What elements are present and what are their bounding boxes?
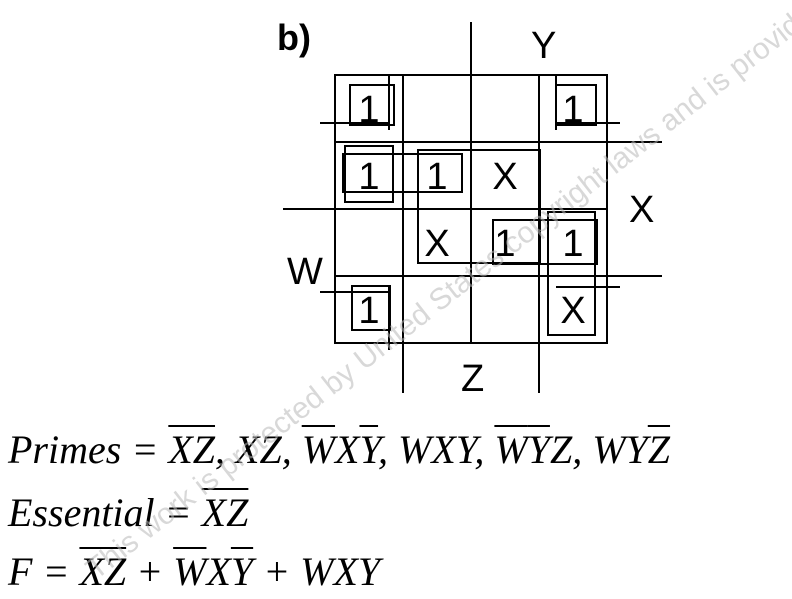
- prime-term-6-wy: WY: [592, 427, 648, 472]
- function-plus-2: +: [253, 549, 301, 594]
- variable-z-label: Z: [461, 358, 484, 400]
- function-plus-1: +: [126, 549, 174, 594]
- prime-term-5-w: W: [494, 427, 528, 472]
- function-term-2-w: W: [173, 549, 207, 594]
- function-term-2-y: Y: [230, 549, 254, 594]
- loop-left-column: [344, 145, 394, 203]
- loop-middle-quad: [417, 149, 541, 264]
- primes-equation: Primes = XZ, XZ, WXY, WXY, WYZ, WYZ: [8, 430, 670, 470]
- essential-term-1: XZ: [201, 490, 249, 535]
- cell-r1c1: 1: [358, 89, 379, 131]
- cell-r3c4: 1: [562, 223, 583, 265]
- part-label: b): [277, 17, 311, 58]
- cell-r3c3: 1: [494, 223, 515, 265]
- function-term-1: XZ: [79, 549, 127, 594]
- primes-sep-3: ,: [378, 427, 399, 472]
- cell-r2c1: 1: [358, 156, 379, 198]
- loop-right-pair: [492, 219, 598, 265]
- implicant-loops: [320, 75, 620, 350]
- cell-r2c2: 1: [426, 156, 447, 198]
- primes-label: Primes: [8, 427, 122, 472]
- function-term-3: WXY: [300, 549, 381, 594]
- prime-term-6-z: Z: [647, 427, 671, 472]
- loop-corner-top-left: [349, 84, 395, 126]
- variable-x-label: X: [629, 189, 654, 231]
- essential-label: Essential: [8, 490, 155, 535]
- kmap-cells: 1 1 1 1 X X 1 1 1 X: [358, 89, 585, 332]
- primes-sep-2: ,: [281, 427, 302, 472]
- primes-sep-5: ,: [572, 427, 593, 472]
- essential-equation: Essential = XZ: [8, 493, 248, 533]
- primes-sep-1: ,: [215, 427, 236, 472]
- primes-sep-4: ,: [474, 427, 495, 472]
- prime-term-3-y: Y: [359, 427, 379, 472]
- prime-term-2: XZ: [235, 427, 282, 472]
- function-label: F: [8, 549, 33, 594]
- kmap-variable-bars: [283, 22, 662, 393]
- prime-term-3-w: W: [301, 427, 336, 472]
- prime-term-3-x: X: [335, 427, 360, 472]
- variable-w-label: W: [287, 251, 323, 293]
- loop-right-column: [547, 211, 596, 336]
- karnaugh-map-diagram: b) Y X W Z: [277, 17, 662, 400]
- prime-term-5-y: Y: [527, 427, 550, 472]
- function-equation: F = XZ + WXY + WXY: [8, 552, 380, 592]
- essential-equals: =: [154, 490, 202, 535]
- primes-equals: =: [121, 427, 169, 472]
- prime-term-1: XZ: [168, 427, 216, 472]
- prime-term-4: WXY: [398, 427, 475, 472]
- cell-r3c2: X: [424, 223, 449, 265]
- function-equals: =: [32, 549, 80, 594]
- cell-r1c4: 1: [562, 89, 583, 131]
- cell-r2c3: X: [492, 156, 517, 198]
- loop-row2-pair: [342, 153, 463, 193]
- prime-term-5-z: Z: [549, 427, 573, 472]
- cell-r4c4: X: [560, 290, 585, 332]
- function-term-2-x: X: [206, 549, 231, 594]
- cell-r4c1: 1: [358, 290, 379, 332]
- variable-y-label: Y: [531, 25, 556, 67]
